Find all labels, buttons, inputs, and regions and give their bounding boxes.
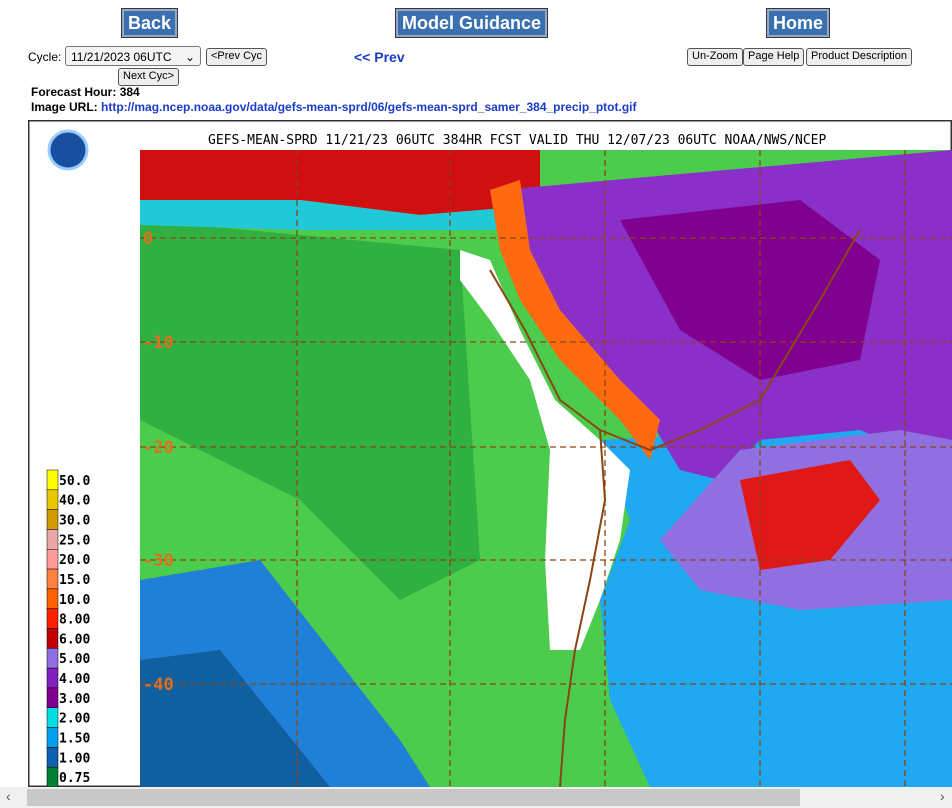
cycle-value: 11/21/2023 06UTC bbox=[71, 50, 172, 64]
cycle-label: Cycle: bbox=[28, 50, 62, 64]
map-region bbox=[490, 180, 660, 460]
image-url-link[interactable]: http://mag.ncep.noaa.gov/data/gefs-mean-… bbox=[101, 100, 637, 114]
map-region bbox=[460, 250, 630, 650]
product-description-button[interactable]: Product Description bbox=[806, 48, 912, 66]
legend-label: 4.00 bbox=[59, 672, 90, 687]
legend-swatch bbox=[46, 509, 59, 530]
lat-label: -30 bbox=[143, 551, 174, 571]
legend-swatch bbox=[46, 588, 59, 609]
lat-label: 0 bbox=[143, 229, 153, 249]
legend-swatch bbox=[46, 549, 59, 570]
legend: 50.0 40.0 30.0 25.0 20.0 15.0 10.0 8.00 6.00 5.00… bbox=[46, 469, 90, 787]
scrollbar[interactable]: ‹ › bbox=[0, 787, 952, 808]
map-region bbox=[140, 220, 480, 600]
legend-swatch bbox=[46, 707, 59, 728]
legend-swatch bbox=[46, 489, 59, 510]
legend-swatch bbox=[46, 727, 59, 748]
map-region bbox=[140, 650, 330, 787]
forecast-image: GEFS-MEAN-SPRD 11/21/23 06UTC 384HR FCST… bbox=[28, 120, 952, 787]
legend-label: 10.0 bbox=[59, 593, 90, 608]
legend-label: 25.0 bbox=[59, 533, 90, 548]
legend-label: 2.00 bbox=[59, 712, 90, 727]
legend-label: 1.00 bbox=[59, 751, 90, 766]
model-guidance-button[interactable]: Model Guidance bbox=[396, 9, 548, 37]
legend-label: 5.00 bbox=[59, 652, 90, 667]
lat-label: -40 bbox=[143, 675, 174, 695]
legend-label: 30.0 bbox=[59, 514, 90, 529]
lat-labels: 0 -10 -20 -30 -40 bbox=[143, 229, 174, 695]
legend-swatch bbox=[46, 568, 59, 590]
legend-label: 3.00 bbox=[59, 692, 90, 707]
legend-label: 6.00 bbox=[59, 632, 90, 647]
legend-label: 0.75 bbox=[59, 771, 90, 786]
map-region bbox=[140, 150, 540, 215]
legend-swatch bbox=[46, 687, 59, 708]
page-help-button[interactable]: Page Help bbox=[743, 48, 805, 66]
scrollbar-thumb[interactable] bbox=[27, 789, 800, 806]
prev-cycle-button[interactable]: <Prev Cyc bbox=[206, 48, 268, 66]
map: GEFS-MEAN-SPRD 11/21/23 06UTC 384HR FCST… bbox=[47, 129, 952, 787]
next-cycle-button[interactable]: Next Cyc> bbox=[118, 68, 180, 86]
scroll-right-arrow[interactable]: › bbox=[940, 788, 945, 804]
legend-swatch bbox=[46, 667, 59, 689]
legend-label: 15.0 bbox=[59, 573, 90, 588]
scroll-left-arrow[interactable]: ‹ bbox=[6, 788, 11, 804]
map-region bbox=[140, 200, 540, 230]
grid bbox=[140, 150, 952, 787]
prev-link[interactable]: << Prev bbox=[354, 49, 405, 65]
home-button[interactable]: Home bbox=[767, 9, 830, 37]
image-url-label: Image URL: bbox=[31, 100, 98, 114]
image-title: GEFS-MEAN-SPRD 11/21/23 06UTC 384HR FCST… bbox=[208, 133, 826, 148]
legend-label: 8.00 bbox=[59, 613, 90, 628]
legend-swatch bbox=[46, 766, 59, 787]
legend-label: 40.0 bbox=[59, 494, 90, 509]
cycle-select[interactable]: 11/21/2023 06UTC ⌄ bbox=[65, 46, 201, 66]
legend-swatch bbox=[46, 628, 59, 649]
legend-swatch bbox=[46, 529, 59, 550]
unzoom-button[interactable]: Un-Zoom bbox=[687, 48, 743, 66]
legend-swatch bbox=[46, 469, 59, 491]
legend-swatch bbox=[46, 608, 59, 629]
legend-swatch bbox=[46, 747, 59, 768]
legend-label: 1.50 bbox=[59, 731, 90, 746]
dropdown-arrow: ⌄ bbox=[184, 50, 195, 64]
legend-swatch bbox=[46, 648, 59, 669]
map-region bbox=[620, 200, 880, 380]
forecast-hour-value: 384 bbox=[119, 85, 140, 99]
lat-label: -20 bbox=[143, 438, 174, 458]
legend-label: 50.0 bbox=[59, 474, 90, 489]
forecast-hour-label: Forecast Hour: bbox=[31, 85, 117, 99]
noaa-logo bbox=[47, 129, 89, 171]
map-region bbox=[740, 460, 880, 570]
back-button[interactable]: Back bbox=[122, 9, 178, 37]
legend-label: 20.0 bbox=[59, 553, 90, 568]
forecast-hour: Forecast Hour: 384 bbox=[31, 85, 140, 99]
lat-label: -10 bbox=[143, 333, 174, 353]
image-url: Image URL: http://mag.ncep.noaa.gov/data… bbox=[31, 100, 637, 114]
